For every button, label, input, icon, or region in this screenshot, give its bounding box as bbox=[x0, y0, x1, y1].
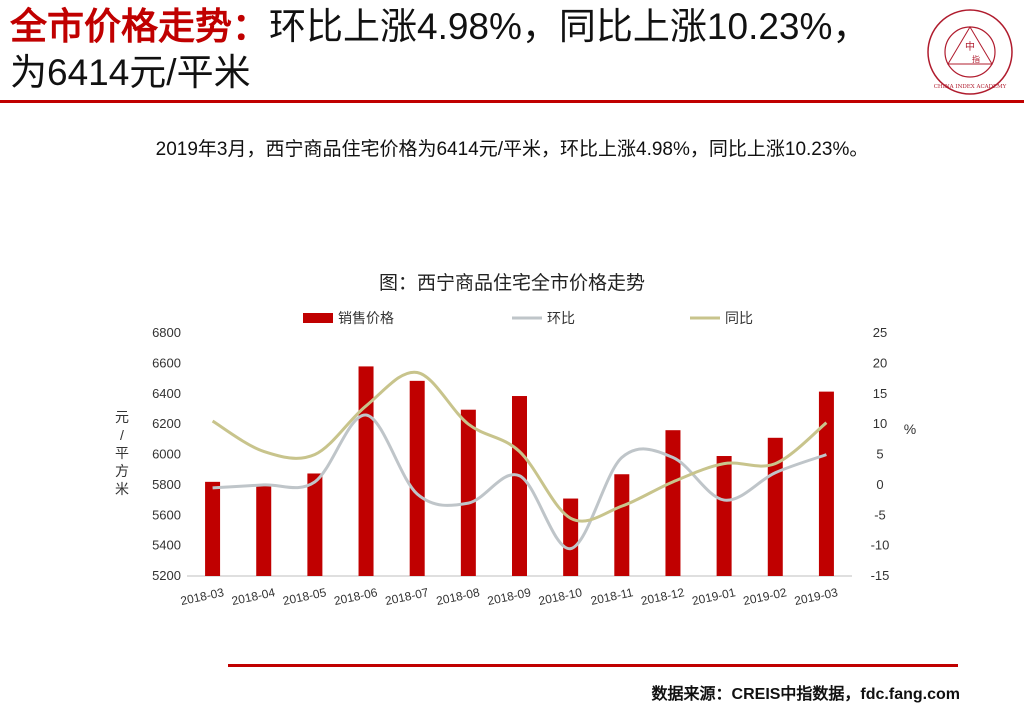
y2-tick-label: -10 bbox=[871, 538, 890, 553]
bar-2019-01 bbox=[716, 456, 732, 576]
bar-2019-03 bbox=[818, 391, 834, 576]
y-axis-label: 元/平方米 bbox=[115, 409, 129, 497]
legend-swatch-销售价格 bbox=[303, 313, 333, 323]
x-tick-label: 2018-11 bbox=[589, 585, 634, 608]
bar-2018-11 bbox=[614, 474, 630, 576]
y2-tick-label: 5 bbox=[876, 447, 883, 462]
legend-label-同比: 同比 bbox=[725, 310, 753, 326]
y2-axis-label: % bbox=[904, 421, 916, 437]
y-tick-label: 5600 bbox=[152, 507, 181, 522]
x-tick-label: 2019-03 bbox=[793, 585, 839, 608]
x-tick-label: 2018-08 bbox=[435, 585, 481, 608]
bar-2018-06 bbox=[358, 366, 374, 576]
y-tick-label: 6400 bbox=[152, 386, 181, 401]
y2-tick-label: -15 bbox=[871, 568, 890, 583]
title-lead: 全市价格走势： bbox=[10, 6, 269, 47]
legend-label-环比: 环比 bbox=[547, 310, 575, 326]
y-tick-label: 6600 bbox=[152, 355, 181, 370]
y-tick-label: 5800 bbox=[152, 477, 181, 492]
bar-2018-07 bbox=[409, 380, 425, 576]
bar-2018-08 bbox=[460, 409, 476, 576]
bar-2018-10 bbox=[563, 498, 579, 576]
x-tick-label: 2018-03 bbox=[179, 585, 225, 608]
logo-sub-text: 指 bbox=[972, 54, 980, 64]
y2-tick-label: 10 bbox=[873, 416, 887, 431]
bar-2018-12 bbox=[665, 430, 681, 576]
bar-2019-02 bbox=[767, 437, 783, 576]
x-tick-label: 2018-06 bbox=[333, 585, 379, 608]
chart-title: 图：西宁商品住宅全市价格走势 bbox=[378, 273, 645, 294]
page-title: 全市价格走势：环比上涨4.98%，同比上涨10.23%，为6414元/平米 bbox=[10, 4, 870, 96]
x-tick-label: 2018-05 bbox=[282, 585, 328, 608]
y-tick-label: 5400 bbox=[152, 538, 181, 553]
footer-divider bbox=[228, 664, 958, 667]
x-tick-label: 2019-01 bbox=[691, 585, 737, 608]
x-tick-label: 2019-02 bbox=[742, 585, 788, 608]
bar-2018-03 bbox=[205, 481, 221, 576]
x-tick-label: 2018-12 bbox=[640, 585, 686, 608]
title-rest: 环比上涨4.98%，同比上涨10.23%，为6414元/平米 bbox=[10, 6, 870, 93]
x-tick-label: 2018-09 bbox=[486, 585, 532, 608]
bar-2018-04 bbox=[256, 484, 272, 576]
y-tick-label: 6000 bbox=[152, 447, 181, 462]
logo-english-text: CHINA INDEX ACADEMY bbox=[934, 84, 1007, 90]
bar-2018-09 bbox=[512, 396, 527, 576]
y2-tick-label: 0 bbox=[876, 477, 883, 492]
data-source: 数据来源：CREIS中指数据，fdc.fang.com bbox=[651, 686, 960, 703]
line-环比 bbox=[212, 413, 827, 551]
x-tick-label: 2018-07 bbox=[384, 585, 430, 608]
logo-center-text: 中 bbox=[965, 40, 975, 53]
line-同比 bbox=[211, 370, 828, 523]
title-divider bbox=[0, 100, 1024, 103]
y2-tick-label: 20 bbox=[873, 355, 887, 370]
x-tick-label: 2018-04 bbox=[230, 585, 276, 608]
legend-label-销售价格: 销售价格 bbox=[338, 310, 394, 326]
y-tick-label: 6200 bbox=[152, 416, 181, 431]
y2-tick-label: 25 bbox=[873, 325, 887, 340]
china-index-academy-logo: 中 指 CHINA INDEX ACADEMY bbox=[927, 9, 1013, 95]
bar-2018-05 bbox=[307, 473, 323, 576]
summary-text: 2019年3月，西宁商品住宅价格为6414元/平米，环比上涨4.98%，同比上涨… bbox=[155, 139, 869, 160]
y2-tick-label: -5 bbox=[874, 507, 886, 522]
y-tick-label: 6800 bbox=[152, 325, 181, 340]
x-tick-label: 2018-10 bbox=[537, 585, 583, 608]
y2-tick-label: 15 bbox=[873, 386, 887, 401]
y-tick-label: 5200 bbox=[152, 568, 181, 583]
